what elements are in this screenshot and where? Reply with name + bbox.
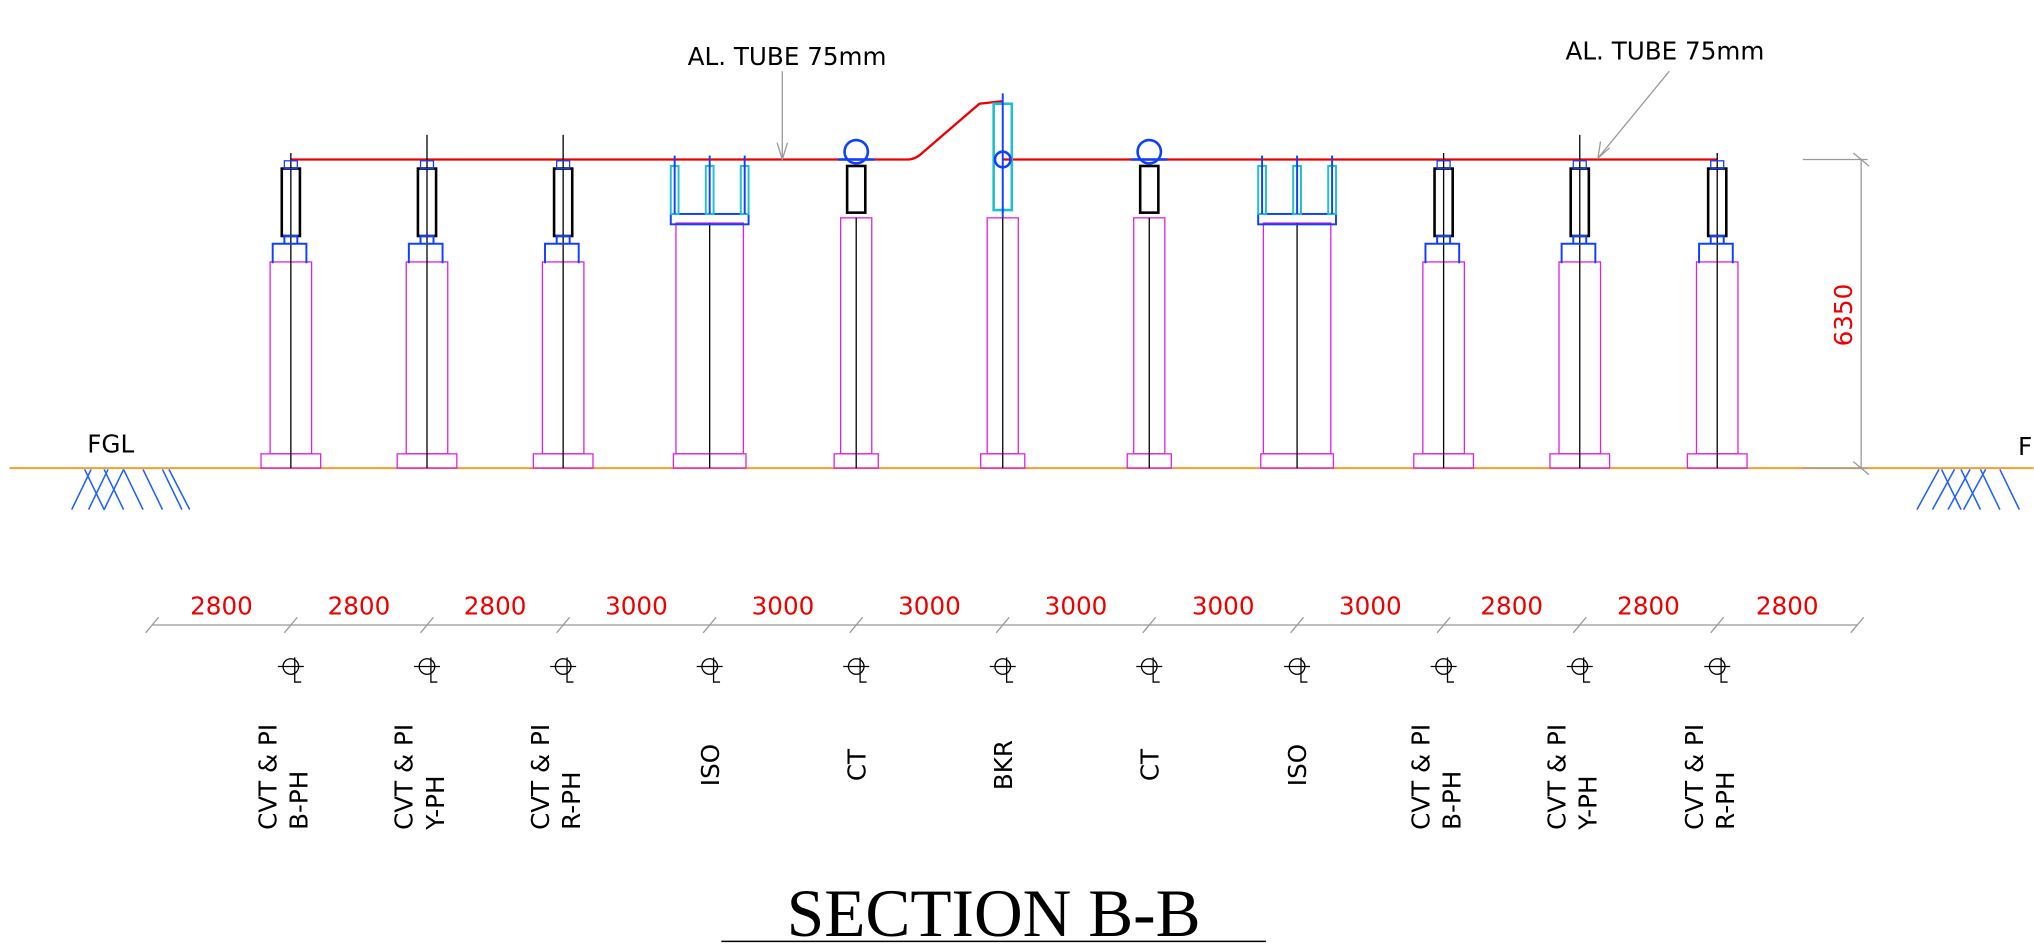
ground-hatch bbox=[71, 469, 2021, 510]
spacing-dimension: 2800 bbox=[1756, 592, 1819, 621]
al-tube-busbar bbox=[290, 99, 1718, 161]
equipment bbox=[1257, 155, 1337, 683]
leaders bbox=[152, 70, 1870, 626]
dim-tick bbox=[849, 616, 864, 634]
annotation: AL. TUBE 75mm bbox=[688, 42, 887, 71]
dim-tick bbox=[556, 616, 571, 634]
ground-label: FGL bbox=[87, 430, 134, 459]
equipment-label: R-PH bbox=[557, 772, 586, 830]
equipment-label: B-PH bbox=[285, 771, 314, 830]
equipment-label: CVT & PI bbox=[1680, 724, 1709, 830]
dim-tick bbox=[420, 616, 434, 634]
spacing-dimension: 2800 bbox=[1480, 592, 1543, 621]
spacing-dimension: 2800 bbox=[1617, 592, 1680, 621]
dim-tick bbox=[702, 616, 717, 634]
equipment bbox=[260, 153, 322, 683]
dim-tick bbox=[1710, 616, 1725, 634]
equipment-label: Y-PH bbox=[421, 776, 450, 831]
ground-label: F bbox=[2018, 432, 2032, 461]
equipment bbox=[1126, 138, 1172, 683]
spacing-dimension: 3000 bbox=[605, 592, 668, 621]
equipment bbox=[980, 93, 1026, 683]
equipment bbox=[532, 134, 594, 683]
dim-tick bbox=[283, 616, 298, 634]
title: SECTION B-B bbox=[787, 876, 1201, 944]
equipment-label: CVT & PI bbox=[390, 724, 419, 830]
spacing-dimension: 3000 bbox=[898, 592, 961, 621]
annotation: AL. TUBE 75mm bbox=[1566, 37, 1765, 66]
dim-tick bbox=[995, 616, 1010, 634]
equipment bbox=[833, 138, 879, 683]
equipment-label: CT bbox=[1135, 748, 1164, 781]
spacing-dimension: 2800 bbox=[328, 592, 391, 621]
dim-tick bbox=[1436, 616, 1451, 634]
spacing-dimension: 3000 bbox=[1192, 592, 1255, 621]
equipment bbox=[669, 155, 750, 683]
equipment-label: CVT & PI bbox=[1543, 724, 1572, 830]
equipment-label: R-PH bbox=[1711, 772, 1740, 830]
height-dimension: 6350 bbox=[1829, 284, 1858, 347]
equipment-label: Y-PH bbox=[1574, 776, 1603, 831]
equipment-label: CVT & PI bbox=[254, 724, 283, 830]
equipment-label: ISO bbox=[1283, 744, 1312, 786]
equipment-label: BKR bbox=[989, 740, 1018, 790]
spacing-dimension: 3000 bbox=[1339, 592, 1402, 621]
spacing-dimension: 2800 bbox=[190, 592, 253, 621]
equipment bbox=[1413, 153, 1475, 683]
spacing-dimension: 3000 bbox=[752, 592, 815, 621]
equipment-label: CVT & PI bbox=[526, 724, 555, 830]
equipment-label: ISO bbox=[696, 744, 725, 786]
equipment-label: CT bbox=[842, 748, 871, 781]
dim-tick bbox=[1572, 616, 1587, 634]
dim-tick bbox=[1850, 616, 1865, 634]
dim-tick bbox=[1142, 616, 1157, 634]
spacing-dimension: 2800 bbox=[464, 592, 527, 621]
equipment-label: CVT & PI bbox=[1406, 724, 1435, 830]
spacing-dimension: 3000 bbox=[1045, 592, 1108, 621]
dim-tick bbox=[145, 616, 160, 634]
equipment-label: B-PH bbox=[1437, 771, 1466, 830]
equipment bbox=[1686, 153, 1748, 683]
equipment bbox=[396, 134, 458, 683]
equipment bbox=[1549, 134, 1611, 683]
dim-tick bbox=[1290, 616, 1305, 634]
